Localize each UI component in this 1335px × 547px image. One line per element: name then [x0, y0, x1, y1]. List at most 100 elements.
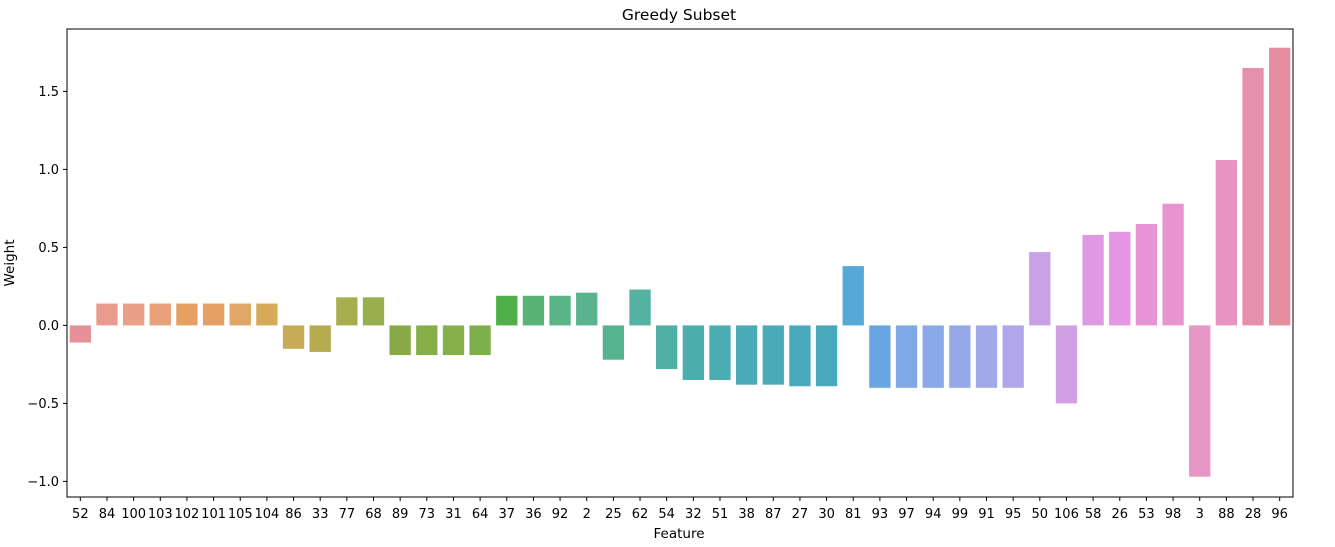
x-tick-label: 97 [898, 507, 915, 522]
x-tick-label: 50 [1032, 507, 1049, 522]
x-tick-label: 51 [712, 507, 729, 522]
bars-group [69, 47, 1291, 477]
x-tick-label: 100 [121, 507, 146, 522]
bar-37 [496, 295, 518, 326]
bar-54 [656, 325, 678, 370]
bar-106 [1055, 325, 1078, 404]
bar-31 [442, 325, 465, 356]
plot-frame [66, 28, 1294, 498]
bar-81 [842, 266, 864, 326]
bar-97 [895, 325, 918, 388]
x-tick-label: 27 [792, 507, 809, 522]
x-tick-label: 103 [148, 507, 173, 522]
bar-89 [389, 325, 411, 356]
bar-104 [256, 303, 278, 326]
bar-105 [229, 303, 251, 326]
bar-53 [1135, 224, 1158, 326]
x-axis-label: Feature [653, 526, 704, 542]
bar-3 [1189, 325, 1211, 477]
y-tick-label: −0.5 [27, 397, 59, 412]
bar-25 [602, 325, 625, 360]
y-tick-label: 1.5 [38, 85, 59, 100]
bar-64 [469, 325, 491, 356]
bar-92 [549, 295, 571, 326]
chart-title: Greedy Subset [622, 6, 736, 24]
bar-50 [1029, 252, 1051, 326]
y-tick-label: 0.0 [38, 319, 59, 334]
x-tick-label: 26 [1111, 507, 1128, 522]
x-tick-label: 33 [312, 507, 329, 522]
y-axis-ticks: −1.0 −0.5 0.0 0.5 1.0 1.5 [27, 85, 67, 490]
bar-98 [1162, 203, 1184, 326]
x-tick-label: 101 [201, 507, 226, 522]
x-tick-label: 53 [1138, 507, 1155, 522]
x-tick-label: 36 [525, 507, 542, 522]
x-tick-label: 3 [1196, 507, 1204, 522]
bar-2 [576, 292, 598, 326]
bar-95 [1002, 325, 1024, 388]
bar-88 [1215, 160, 1238, 326]
bar-86 [282, 325, 305, 349]
x-tick-label: 68 [365, 507, 382, 522]
x-tick-label: 88 [1218, 507, 1235, 522]
x-tick-label: 99 [952, 507, 969, 522]
x-tick-label: 102 [175, 507, 200, 522]
x-tick-label: 30 [818, 507, 835, 522]
bar-73 [416, 325, 438, 356]
x-tick-label: 28 [1245, 507, 1262, 522]
x-tick-label: 2 [583, 507, 591, 522]
bar-77 [336, 297, 358, 326]
bar-62 [629, 289, 651, 326]
x-tick-label: 31 [445, 507, 462, 522]
bar-94 [922, 325, 944, 388]
bar-84 [96, 303, 118, 326]
bar-28 [1242, 68, 1264, 326]
x-tick-label: 104 [254, 507, 279, 522]
x-tick-label: 98 [1165, 507, 1182, 522]
bar-87 [762, 325, 784, 385]
x-tick-label: 96 [1271, 507, 1288, 522]
x-tick-label: 92 [552, 507, 569, 522]
x-tick-label: 58 [1085, 507, 1102, 522]
x-tick-label: 87 [765, 507, 782, 522]
y-axis-label: Weight [2, 239, 18, 286]
y-tick-label: −1.0 [27, 475, 59, 490]
bar-36 [522, 295, 545, 326]
bar-51 [709, 325, 731, 380]
bar-33 [309, 325, 331, 352]
bar-101 [202, 303, 225, 326]
bar-68 [362, 297, 385, 326]
x-tick-label: 64 [472, 507, 489, 522]
x-tick-label: 106 [1054, 507, 1079, 522]
bar-102 [176, 303, 198, 326]
x-tick-label: 94 [925, 507, 942, 522]
bar-100 [122, 303, 145, 326]
bar-93 [869, 325, 891, 388]
x-tick-label: 37 [498, 507, 515, 522]
x-tick-label: 81 [845, 507, 862, 522]
x-tick-label: 77 [339, 507, 356, 522]
x-tick-label: 93 [872, 507, 889, 522]
x-tick-label: 89 [392, 507, 409, 522]
x-tick-label: 54 [658, 507, 675, 522]
x-axis-ticks: 52 84 100 103 102 101 105 104 86 33 77 68 89 73 31 64 37… [72, 497, 1288, 522]
bar-99 [949, 325, 971, 388]
bar-52 [69, 325, 91, 343]
bar-26 [1109, 231, 1131, 326]
bar-96 [1269, 47, 1291, 326]
bar-38 [735, 325, 758, 385]
bar-27 [789, 325, 811, 387]
x-tick-label: 25 [605, 507, 622, 522]
x-tick-label: 86 [285, 507, 302, 522]
bar-91 [975, 325, 998, 388]
x-tick-label: 95 [1005, 507, 1022, 522]
x-tick-label: 52 [72, 507, 89, 522]
x-tick-label: 73 [419, 507, 436, 522]
x-tick-label: 62 [632, 507, 649, 522]
x-tick-label: 38 [738, 507, 755, 522]
y-tick-label: 1.0 [38, 163, 59, 178]
x-tick-label: 105 [228, 507, 253, 522]
bar-58 [1082, 234, 1104, 326]
